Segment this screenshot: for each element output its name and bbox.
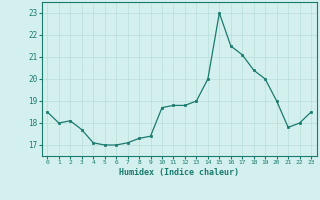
X-axis label: Humidex (Indice chaleur): Humidex (Indice chaleur) bbox=[119, 168, 239, 177]
